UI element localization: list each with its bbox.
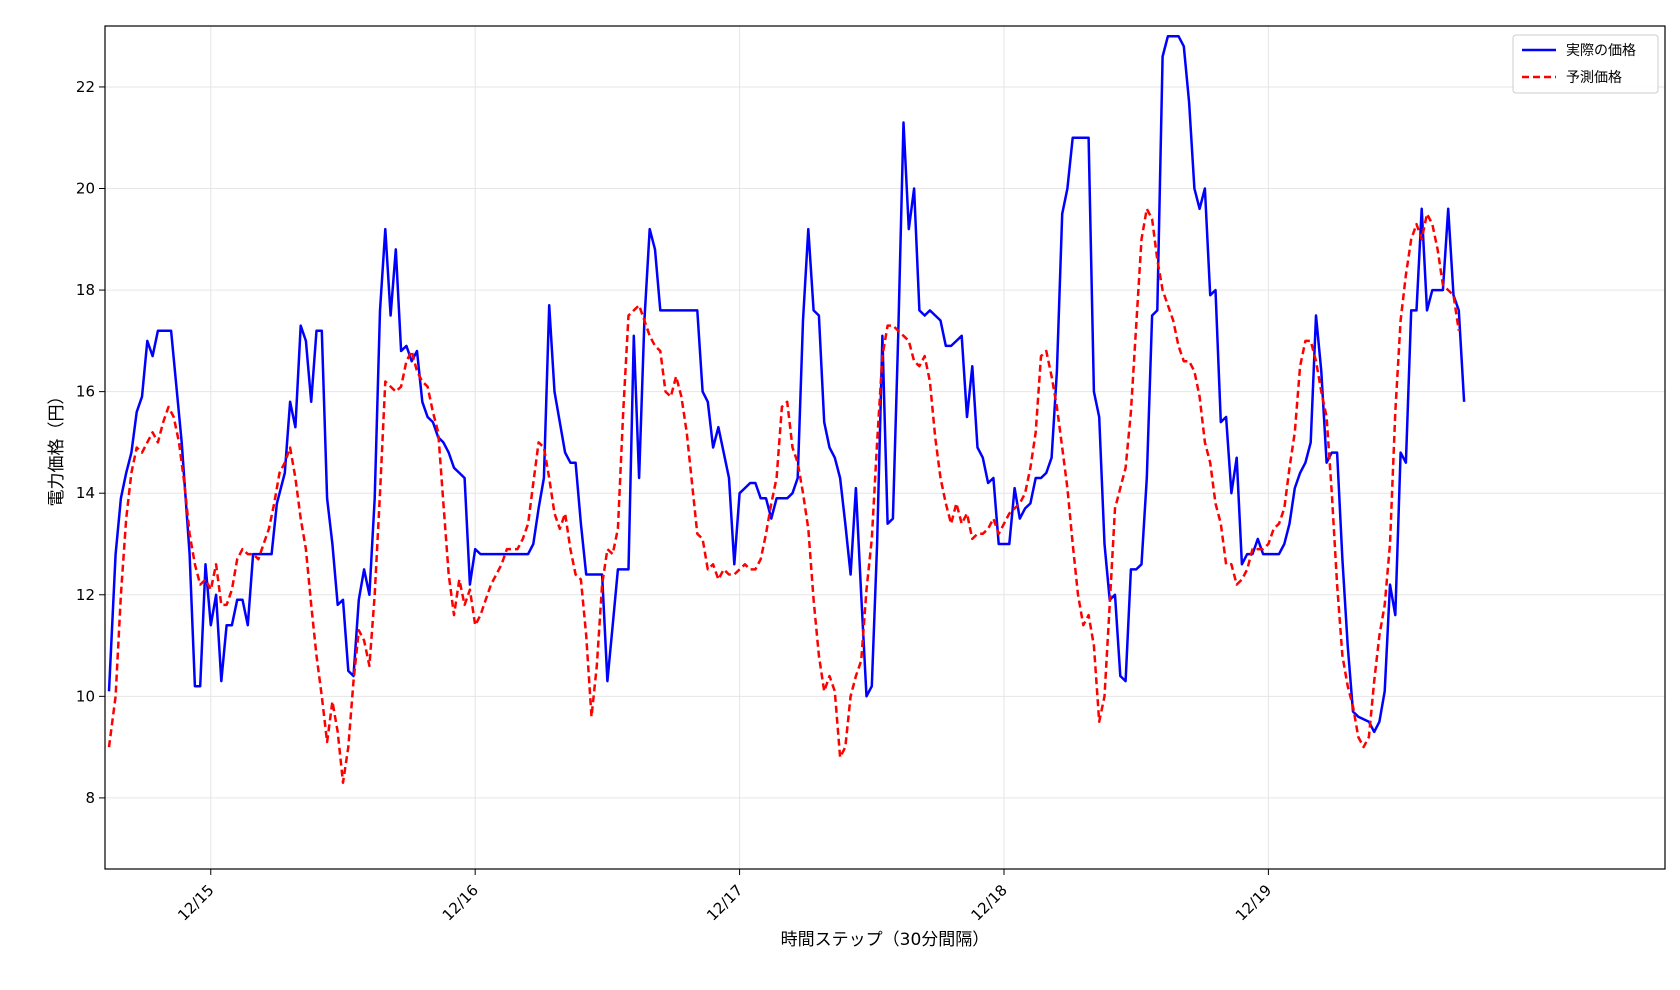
y-tick-label: 22 bbox=[76, 78, 95, 96]
y-axis: 8 10 12 14 16 18 20 22 bbox=[76, 78, 105, 807]
y-tick-label: 8 bbox=[85, 789, 95, 807]
legend-label-predicted: 予測価格 bbox=[1566, 70, 1622, 86]
y-tick-label: 20 bbox=[76, 180, 95, 198]
y-tick-label: 14 bbox=[76, 484, 95, 502]
legend: 実際の価格 予測価格 bbox=[1512, 34, 1659, 94]
y-tick-label: 18 bbox=[76, 281, 95, 299]
y-tick-label: 12 bbox=[76, 586, 95, 604]
y-tick-label: 16 bbox=[76, 383, 95, 401]
y-axis-label: 電力価格（円） bbox=[47, 388, 67, 507]
legend-label-actual: 実際の価格 bbox=[1566, 43, 1636, 59]
y-tick-label: 10 bbox=[76, 687, 95, 705]
series-line-1 bbox=[107, 207, 1461, 784]
plot-frame bbox=[104, 25, 1666, 870]
x-axis-label: 時間ステップ（30分間隔） bbox=[781, 930, 990, 950]
series-layer bbox=[107, 34, 1466, 784]
series-line-0 bbox=[107, 34, 1466, 734]
